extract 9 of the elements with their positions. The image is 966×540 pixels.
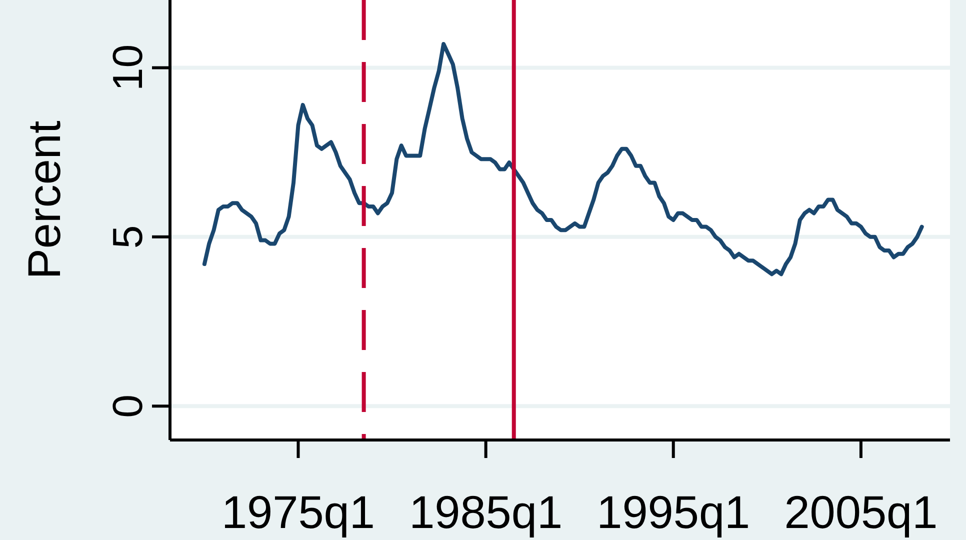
y-tick-label: 5 bbox=[104, 225, 151, 249]
x-tick-label: 1985q1 bbox=[409, 486, 563, 538]
y-tick-label: 10 bbox=[104, 44, 151, 92]
line-series bbox=[202, 42, 924, 276]
x-tick-label: 1975q1 bbox=[221, 486, 375, 538]
x-tick-label: 1995q1 bbox=[596, 486, 750, 538]
y-axis-title: Percent bbox=[18, 120, 70, 280]
x-tick-label: 2005q1 bbox=[784, 486, 938, 538]
y-tick-label: 0 bbox=[104, 394, 151, 418]
